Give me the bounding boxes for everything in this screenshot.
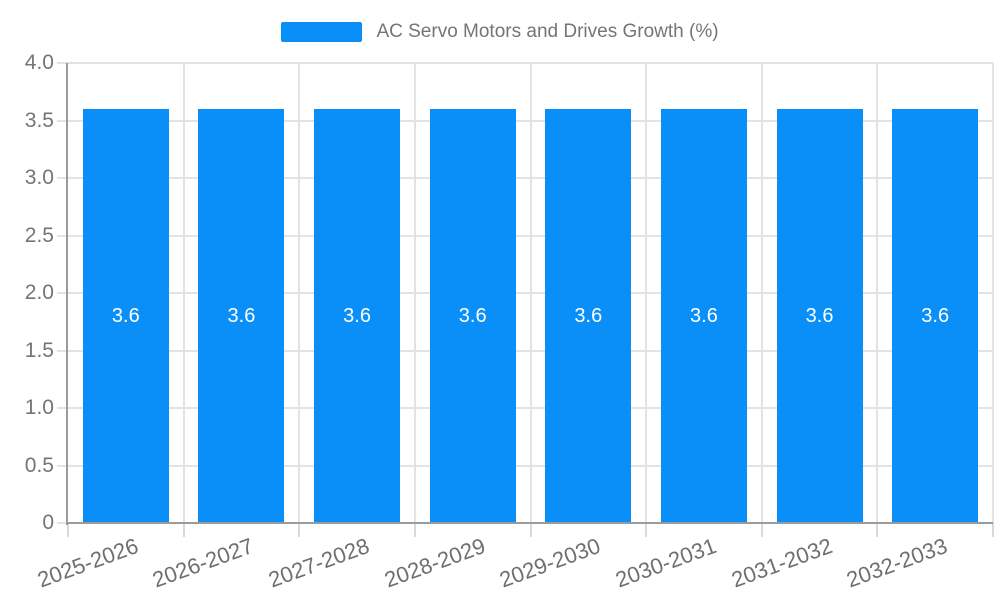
x-gridline — [876, 63, 879, 523]
x-tick-mark — [645, 523, 648, 537]
y-tick-label: 1.0 — [24, 396, 54, 419]
y-tick-label: 3.0 — [24, 166, 54, 189]
x-gridline — [298, 63, 301, 523]
x-tick-mark — [298, 523, 301, 537]
y-tick-label: 2.0 — [24, 281, 54, 304]
x-tick-label: 2031-2032 — [727, 533, 836, 593]
bar: 3.6 — [429, 109, 516, 523]
x-gridline — [529, 63, 532, 523]
y-tick-label: 1.5 — [24, 338, 54, 362]
x-tick-label: 2026-2027 — [149, 533, 257, 593]
x-tick-label: 2025-2026 — [33, 533, 142, 593]
bar-value-label: 3.6 — [227, 304, 256, 327]
x-tick-mark — [876, 523, 879, 537]
bar-value-label: 3.6 — [805, 304, 834, 327]
y-gridline — [57, 349, 993, 352]
y-gridline — [57, 407, 993, 409]
y-tick-label: 3.5 — [24, 108, 54, 132]
x-tick-label: 2032-2033 — [843, 533, 951, 593]
bar-value-label: 3.6 — [111, 304, 140, 327]
x-tick-mark — [760, 523, 763, 537]
y-gridline — [57, 234, 993, 237]
x-tick-mark — [182, 523, 185, 537]
x-tick-mark — [413, 523, 416, 537]
y-axis-line — [66, 63, 68, 525]
x-tick-label: 2027-2028 — [265, 533, 373, 593]
bar-value-label: 3.6 — [690, 304, 718, 327]
bar: 3.6 — [545, 109, 632, 523]
bar: 3.6 — [776, 109, 863, 523]
x-gridline — [760, 63, 763, 523]
legend-swatch — [281, 22, 363, 42]
bar: 3.6 — [892, 109, 979, 523]
y-gridline — [57, 464, 993, 467]
y-gridline — [57, 292, 993, 294]
x-tick-label: 2028-2029 — [380, 533, 489, 593]
x-gridline — [182, 63, 185, 523]
y-tick-label: 2.5 — [24, 223, 54, 247]
bar-value-label: 3.6 — [458, 304, 487, 327]
x-tick-label: 2030-2031 — [612, 533, 720, 593]
x-tick-mark — [529, 523, 532, 537]
x-axis-line — [66, 522, 993, 524]
x-tick-mark — [992, 523, 994, 537]
bar: 3.6 — [198, 109, 285, 523]
x-gridline — [992, 63, 994, 523]
x-tick-label: 2029-2030 — [496, 533, 604, 593]
x-gridline — [645, 63, 648, 523]
y-tick-label: 0.5 — [24, 453, 54, 477]
y-gridline — [57, 62, 993, 64]
bar: 3.6 — [660, 109, 747, 523]
legend-label: AC Servo Motors and Drives Growth (%) — [376, 21, 719, 42]
y-gridline — [57, 177, 993, 179]
bar: 3.6 — [314, 109, 401, 523]
y-gridline — [57, 119, 993, 122]
x-tick-mark — [67, 523, 69, 537]
legend: AC Servo Motors and Drives Growth (%) — [0, 14, 1000, 50]
x-gridline — [413, 63, 416, 523]
bar-value-label: 3.6 — [343, 304, 371, 327]
bar-value-label: 3.6 — [921, 304, 950, 327]
bar: 3.6 — [82, 109, 169, 523]
y-tick-label: 0 — [42, 511, 54, 534]
y-tick-label: 4.0 — [24, 51, 54, 74]
bar-value-label: 3.6 — [574, 304, 603, 327]
